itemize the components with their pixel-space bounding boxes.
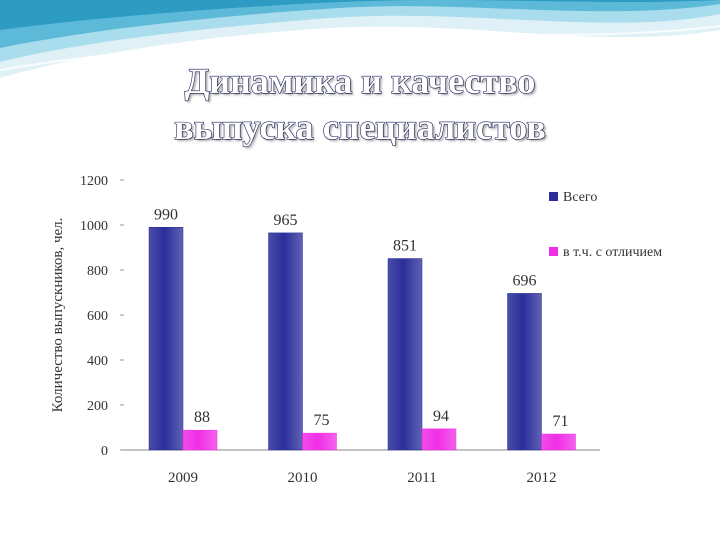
slide-title-line1: Динамика и качество xyxy=(184,60,536,101)
data-label: 71 xyxy=(553,413,569,430)
x-tick-label: 2011 xyxy=(407,470,436,486)
y-axis-ticks: 0 200 400 600 800 1000 1200 xyxy=(80,174,124,459)
bar-total xyxy=(507,293,542,451)
y-tick-label: 1200 xyxy=(80,174,108,189)
x-tick-label: 2012 xyxy=(527,470,557,486)
data-label: 851 xyxy=(393,238,417,255)
x-tick-label: 2009 xyxy=(168,470,198,486)
data-label: 696 xyxy=(513,272,537,289)
bar-total xyxy=(148,227,184,451)
data-label: 94 xyxy=(433,408,449,425)
data-label: 965 xyxy=(274,212,298,229)
data-label: 88 xyxy=(194,409,210,426)
y-axis-title-text: Количество выпускников, чел. xyxy=(50,218,66,413)
y-tick-label: 1000 xyxy=(80,219,108,234)
y-tick-label: 800 xyxy=(87,264,108,279)
data-label: 990 xyxy=(154,206,178,223)
y-axis-title: Количество выпускников, чел. xyxy=(50,218,66,413)
legend-swatch xyxy=(549,192,558,201)
legend: Всего в т.ч. с отличием xyxy=(549,190,662,260)
bars: 990 88 965 75 851 94 696 71 xyxy=(148,206,576,451)
legend-label: Всего xyxy=(563,190,597,205)
x-tick-label: 2010 xyxy=(288,470,318,486)
bar-honors xyxy=(182,429,218,451)
legend-swatch xyxy=(549,247,558,256)
decorative-wave-header xyxy=(0,0,720,78)
y-tick-label: 600 xyxy=(87,309,108,324)
x-axis-ticks: 2009 2010 2011 2012 xyxy=(168,470,557,486)
bar-honors xyxy=(421,428,457,451)
legend-label: в т.ч. с отличием xyxy=(563,245,662,260)
y-tick-label: 0 xyxy=(101,444,108,459)
y-tick-label: 200 xyxy=(87,399,108,414)
slide-title-line2: выпуска специалистов xyxy=(174,106,547,147)
bar-honors xyxy=(302,432,337,451)
slide-title: Динамика и качество выпуска специалистов xyxy=(60,58,660,150)
bar-honors xyxy=(541,433,576,451)
bar-total xyxy=(268,232,303,451)
y-tick-label: 400 xyxy=(87,354,108,369)
bar-total xyxy=(387,258,423,451)
data-label: 75 xyxy=(314,412,330,429)
